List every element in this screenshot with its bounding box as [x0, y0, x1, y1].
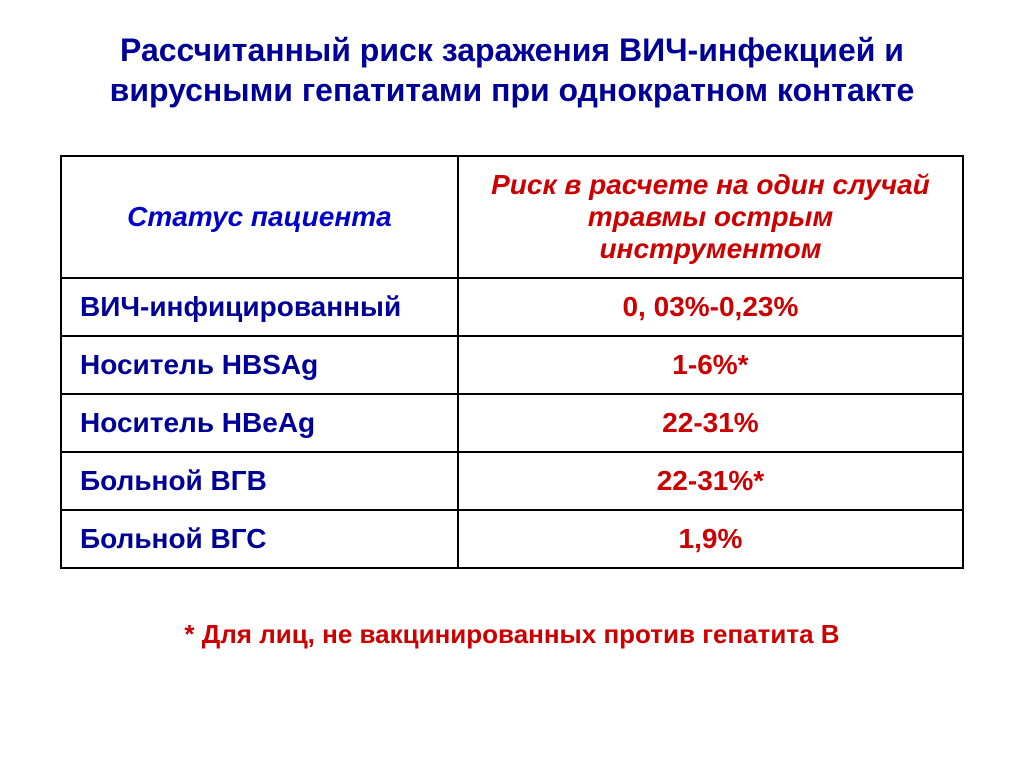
cell-status: Больной ВГВ [61, 452, 458, 510]
cell-status: Носитель HBeAg [61, 394, 458, 452]
risk-table: Статус пациента Риск в расчете на один с… [60, 155, 964, 569]
table-row: Больной ВГС 1,9% [61, 510, 963, 568]
header-status: Статус пациента [61, 156, 458, 278]
table-header-row: Статус пациента Риск в расчете на один с… [61, 156, 963, 278]
cell-risk: 22-31% [458, 394, 963, 452]
table-row: ВИЧ-инфицированный 0, 03%-0,23% [61, 278, 963, 336]
table-row: Носитель HBSAg 1-6%* [61, 336, 963, 394]
table-row: Носитель HBeAg 22-31% [61, 394, 963, 452]
cell-risk: 1,9% [458, 510, 963, 568]
cell-status: ВИЧ-инфицированный [61, 278, 458, 336]
table-row: Больной ВГВ 22-31%* [61, 452, 963, 510]
cell-status: Больной ВГС [61, 510, 458, 568]
cell-risk: 0, 03%-0,23% [458, 278, 963, 336]
cell-risk: 1-6%* [458, 336, 963, 394]
header-risk: Риск в расчете на один случай травмы ост… [458, 156, 963, 278]
cell-status: Носитель HBSAg [61, 336, 458, 394]
cell-risk: 22-31%* [458, 452, 963, 510]
footnote: * Для лиц, не вакцинированных против геп… [60, 619, 964, 650]
slide-title: Рассчитанный риск заражения ВИЧ-инфекцие… [60, 30, 964, 110]
